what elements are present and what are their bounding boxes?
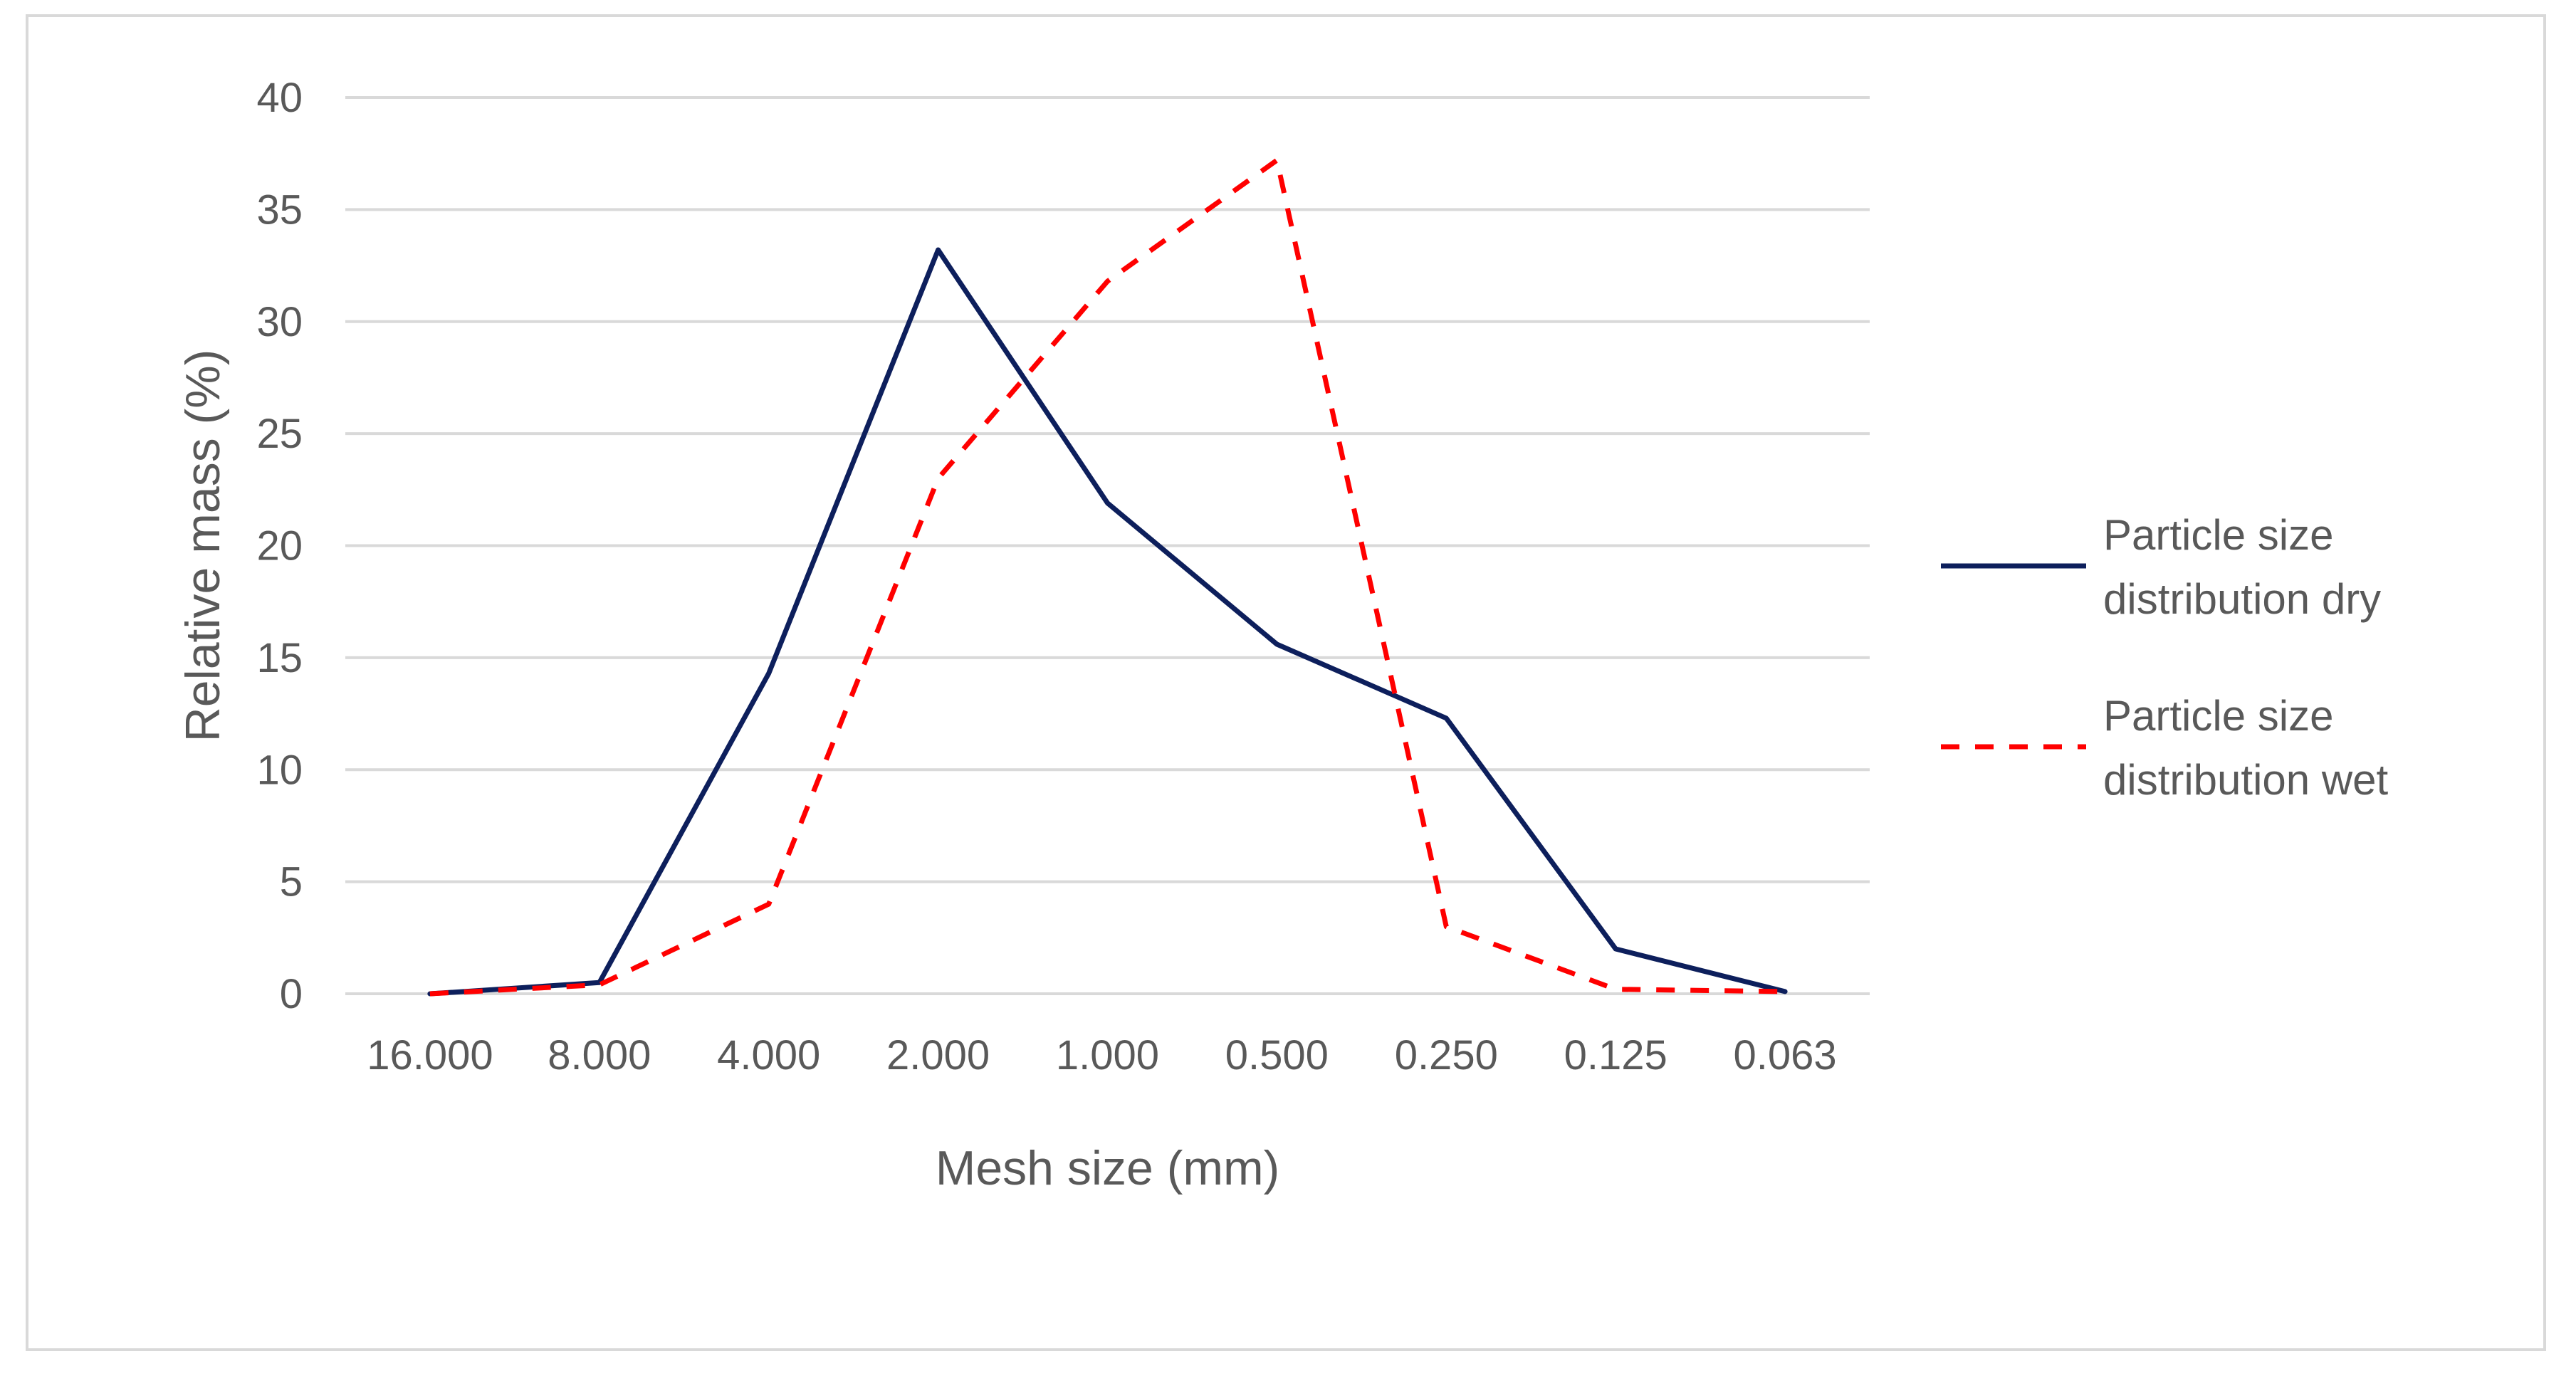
data-point bbox=[1274, 158, 1279, 162]
x-tick-label: 0.250 bbox=[1395, 1032, 1498, 1078]
x-tick-label: 0.063 bbox=[1733, 1032, 1836, 1078]
x-axis-title: Mesh size (mm) bbox=[936, 1141, 1280, 1195]
x-tick-label: 0.500 bbox=[1225, 1032, 1329, 1078]
y-tick-label: 0 bbox=[280, 971, 303, 1017]
series-line-wet bbox=[429, 157, 1786, 997]
data-point bbox=[597, 982, 602, 987]
legend-label: Particle size bbox=[2103, 511, 2333, 559]
data-point bbox=[1274, 642, 1279, 646]
data-point bbox=[1444, 716, 1448, 720]
legend-item-dry: Particle size distribution dry bbox=[1941, 511, 2381, 623]
line-chart: 0 5 10 15 20 25 30 35 40 16.000 8.000 4.000 2.000 1.… bbox=[176, 75, 2389, 1195]
data-point bbox=[1106, 279, 1110, 283]
x-tick-label: 1.000 bbox=[1056, 1032, 1159, 1078]
legend-item-wet: Particle size distribution wet bbox=[1941, 692, 2389, 804]
data-point bbox=[936, 248, 941, 252]
y-tick-label: 25 bbox=[256, 411, 303, 457]
legend-label: Particle size bbox=[2103, 692, 2333, 740]
data-point bbox=[428, 992, 432, 996]
data-point bbox=[1106, 501, 1110, 505]
legend-label: distribution wet bbox=[2103, 756, 2389, 804]
y-tick-label: 15 bbox=[256, 635, 303, 681]
y-tick-label: 40 bbox=[256, 75, 303, 121]
x-axis-ticks: 16.000 8.000 4.000 2.000 1.000 0.500 0.250 0.12… bbox=[367, 1032, 1836, 1078]
data-point bbox=[1783, 989, 1787, 994]
data-point bbox=[1613, 947, 1618, 951]
data-point bbox=[936, 476, 941, 481]
legend-label: distribution dry bbox=[2103, 575, 2381, 623]
x-tick-label: 4.000 bbox=[717, 1032, 820, 1078]
y-axis-title: Relative mass (%) bbox=[176, 350, 230, 742]
y-tick-label: 30 bbox=[256, 299, 303, 345]
series-line-dry bbox=[427, 247, 1788, 997]
x-tick-label: 2.000 bbox=[886, 1032, 990, 1078]
data-point bbox=[1444, 925, 1448, 929]
data-point bbox=[1613, 987, 1618, 992]
y-tick-label: 5 bbox=[280, 859, 303, 905]
y-axis-ticks: 0 5 10 15 20 25 30 35 40 bbox=[256, 75, 303, 1017]
x-tick-label: 8.000 bbox=[548, 1032, 651, 1078]
gridlines bbox=[345, 96, 1870, 995]
data-point bbox=[767, 902, 771, 906]
data-point bbox=[767, 671, 771, 676]
x-tick-label: 0.125 bbox=[1564, 1032, 1667, 1078]
y-tick-label: 35 bbox=[256, 187, 303, 233]
x-tick-label: 16.000 bbox=[367, 1032, 493, 1078]
chart-frame: 0 5 10 15 20 25 30 35 40 16.000 8.000 4.000 2.000 1.… bbox=[26, 14, 2546, 1351]
series-lines bbox=[427, 157, 1788, 997]
y-tick-label: 10 bbox=[256, 747, 303, 793]
y-tick-label: 20 bbox=[256, 523, 303, 569]
